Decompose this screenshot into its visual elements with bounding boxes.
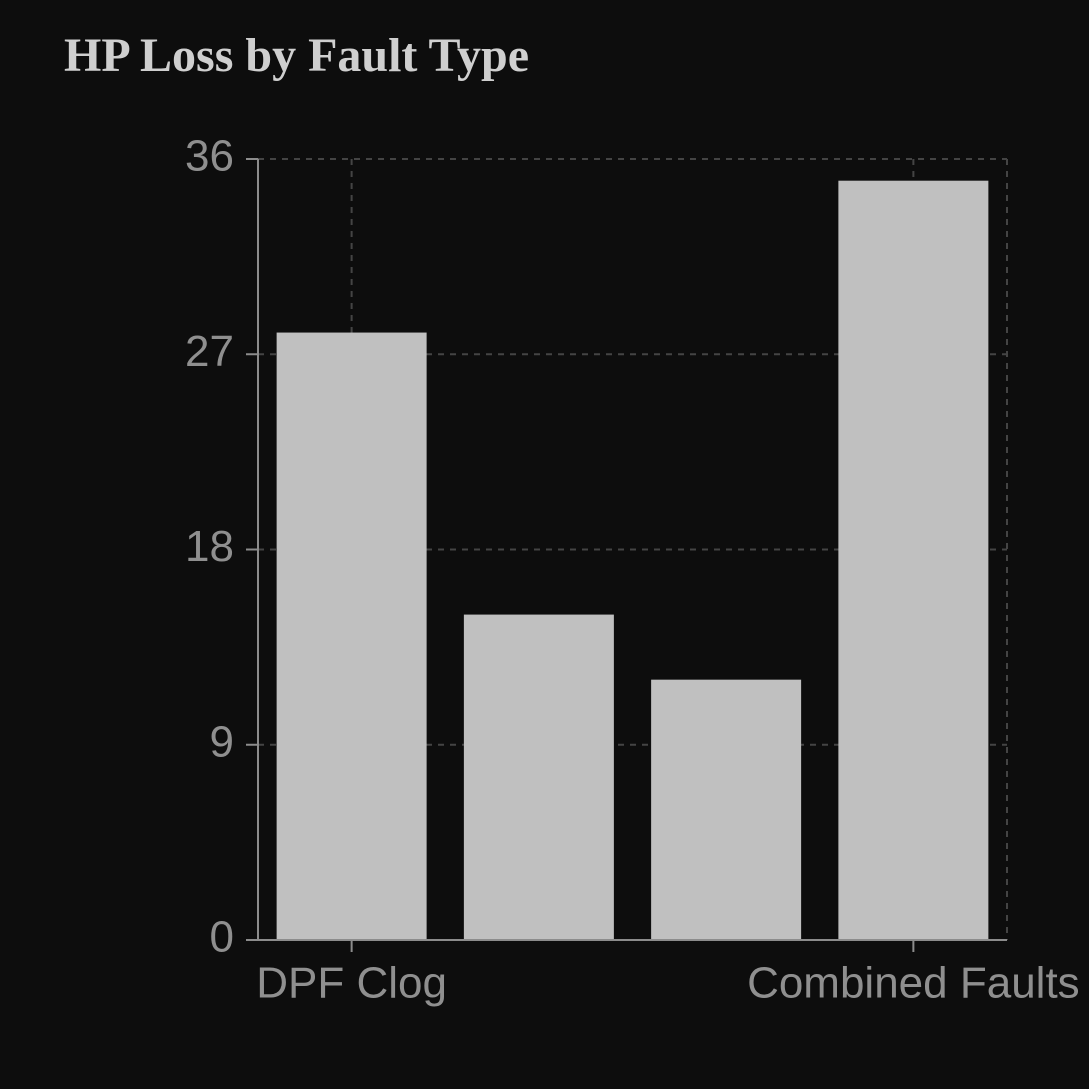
y-tick-label-1: 9	[210, 717, 234, 766]
bar-3	[838, 180, 989, 940]
bar-0	[276, 332, 427, 940]
x-tick-label-1: Combined Faults	[747, 959, 1080, 1008]
y-tick-label-4: 36	[185, 132, 234, 181]
bar-1	[463, 614, 614, 940]
bar-2	[651, 679, 802, 940]
chart-title: HP Loss by Fault Type	[64, 29, 529, 82]
x-tick-label-0: DPF Clog	[256, 959, 447, 1008]
y-tick-label-3: 27	[185, 327, 234, 376]
y-tick-label-2: 18	[185, 522, 234, 571]
y-tick-label-0: 0	[210, 913, 234, 962]
